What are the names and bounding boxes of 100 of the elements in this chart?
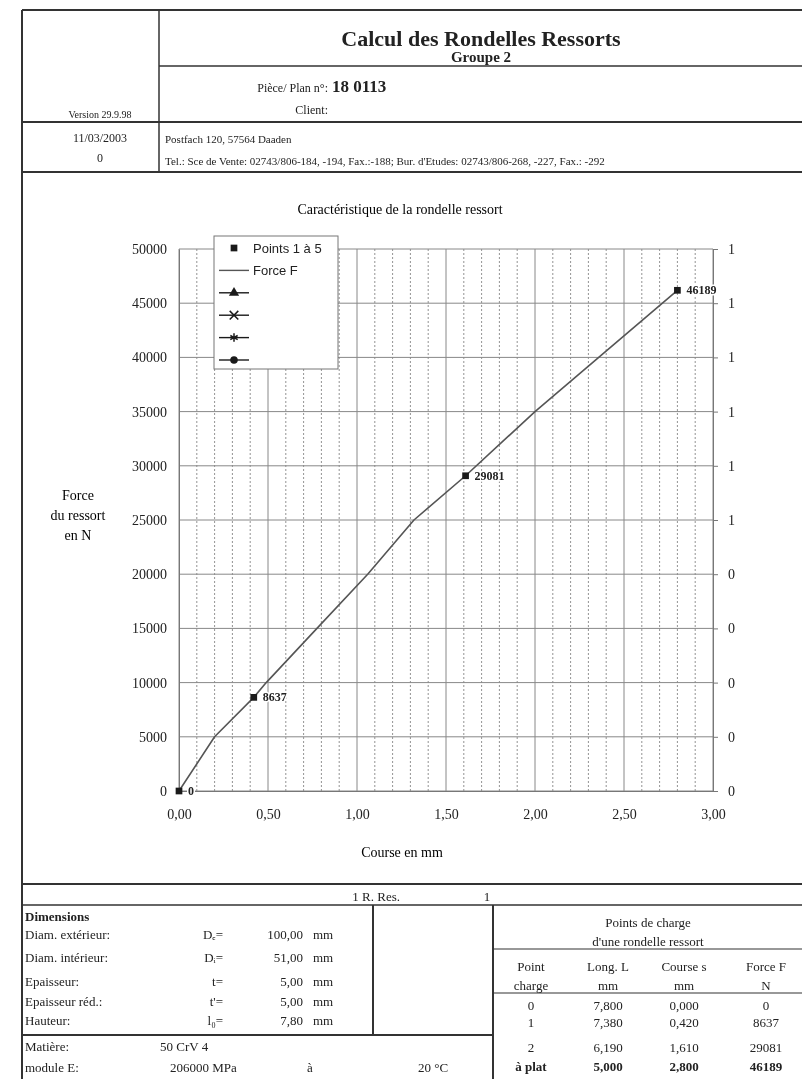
text: mm [597,978,619,993]
text: module E: [25,1060,79,1075]
y-tick-label: 50000 [132,241,167,257]
y-tick-label: 35000 [132,404,167,420]
text: mm [313,994,334,1009]
data-label: 8637 [262,690,287,705]
text: Force F [745,959,787,974]
text: Point [517,959,546,974]
text: Epaisseur: [25,974,80,989]
y-tick-label: 45000 [132,296,167,312]
point [462,472,469,480]
x-axis-title: Course en mm [361,845,443,860]
text: mm [313,1013,334,1028]
text: Pièce/ Plan n°: [257,81,328,95]
text: Diam. intérieur: [25,950,109,965]
text: 1 [527,1015,535,1030]
text: 1 R. Res. [352,889,400,904]
text: 11/03/2003 [72,131,128,145]
y2-tick-label: 1 [728,350,735,366]
y2-tick-label: 0 [728,783,735,799]
y-tick-label: 0 [160,783,167,799]
text: N [761,978,772,993]
x-tick-label: 1,00 [345,806,370,822]
text: à [307,1060,314,1075]
legend-label: Force F [253,263,298,279]
text: 0,420 [669,1015,699,1030]
text: l₀= [207,1013,223,1028]
text: Diam. extérieur: [25,927,111,942]
text: 206000 MPa [170,1060,238,1075]
text: 5,00 [280,974,303,989]
y2-tick-label: 1 [728,296,735,312]
text: 0 [527,998,535,1013]
x-tick-label: 2,50 [612,806,637,822]
point [250,694,258,701]
text: 2,800 [669,1059,699,1074]
text: 8637 [753,1015,780,1030]
text: 20 °C [417,1060,449,1075]
text: 7,380 [593,1015,623,1030]
text: 50 CrV 4 [160,1039,209,1054]
text: 1 [483,889,491,904]
y-tick-label: 20000 [132,567,167,583]
y2-tick-label: 0 [728,567,735,583]
text: t'= [209,994,223,1009]
y-tick-label: 30000 [132,458,167,474]
text: Client: [295,103,328,117]
text: 100,00 [267,927,303,942]
y2-tick-label: 0 [728,675,735,691]
y-tick-label: 40000 [132,350,167,366]
text: mm [313,950,334,965]
text: Postfach 120, 57564 Daaden [165,133,292,145]
text: Dimensions [25,909,90,924]
x-tick-label: 3,00 [701,806,726,822]
y-tick-label: 15000 [132,621,167,637]
y2-tick-label: 1 [728,404,735,420]
text: mm [673,978,695,993]
text: Dₑ= [202,927,223,942]
text: Groupe 2 [450,49,512,65]
legend-label: Points 1 à 5 [253,241,322,256]
chart-title: Caractéristique de la rondelle ressort [297,202,503,217]
text: Epaisseur réd.: [25,994,103,1009]
x-tick-label: 0,50 [256,806,281,822]
text: Matière: [25,1039,70,1054]
text: Course s [661,959,707,974]
text: 6,190 [593,1040,623,1055]
y-tick-label: 10000 [132,675,167,691]
text: 5,00 [280,994,303,1009]
text: Version 29.9.98 [68,109,132,120]
point [674,286,681,294]
text: à plat [515,1059,548,1074]
text: 2 [527,1040,535,1055]
text: mm [313,927,334,942]
text: Points de charge [605,915,692,930]
text: 0,000 [669,998,699,1013]
y-tick-label: 5000 [139,729,167,745]
x-tick-label: 1,50 [434,806,459,822]
text: 29081 [749,1040,783,1055]
text: 46189 [749,1059,783,1074]
text: mm [313,974,334,989]
data-label: 29081 [474,468,505,483]
text: 1,610 [669,1040,699,1055]
text: Hauteur: [25,1013,71,1028]
text: 5,000 [593,1059,623,1074]
y2-tick-label: 1 [728,512,735,528]
text: 51,00 [273,950,303,965]
y-axis-title: Force du ressort en N [50,488,106,543]
text: Tel.: Sce de Vente: 02743/806-184, -194, Fax.:-188; Bur. d'Etudes: 02743/806-268, -227, Fax.: -292 [165,155,605,167]
text: 18 0113 [332,77,387,96]
text: 0 [97,151,103,165]
text: Calcul des Rondelles Ressorts [341,26,622,51]
text: charge [513,978,549,993]
y-tick-label: 25000 [132,512,167,528]
y2-tick-label: 0 [728,621,735,637]
y2-tick-label: 1 [728,241,735,257]
text: d'une rondelle ressort [592,934,705,949]
text: t= [212,974,223,989]
text: 7,80 [280,1013,303,1028]
text: Long. L [587,959,629,974]
y2-tick-label: 0 [728,729,735,745]
x-tick-label: 0,00 [167,806,192,822]
text: 0 [762,998,770,1013]
